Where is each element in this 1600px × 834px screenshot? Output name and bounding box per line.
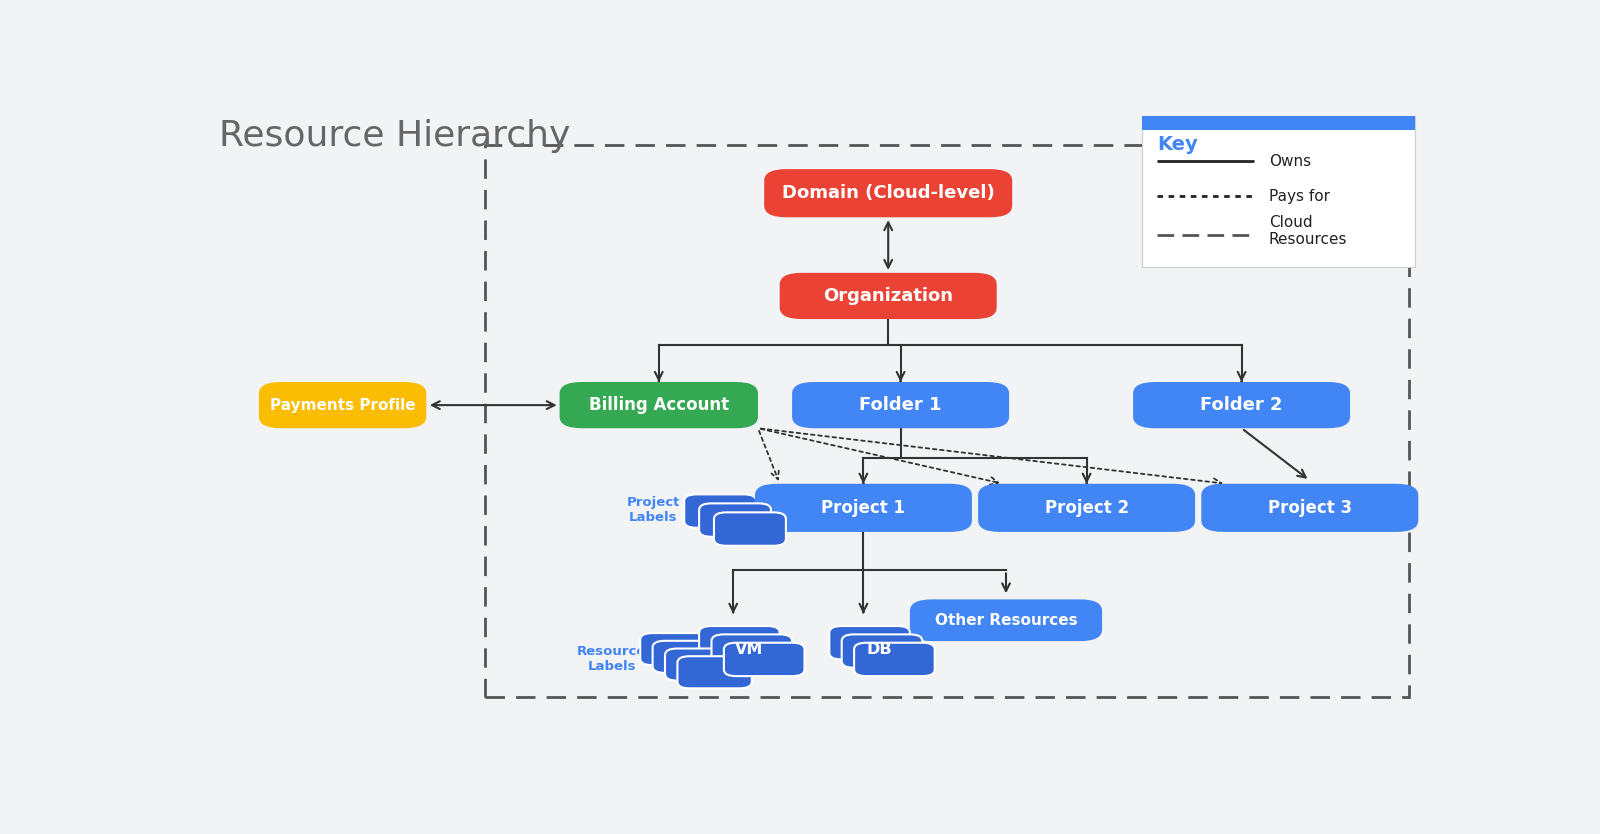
- FancyBboxPatch shape: [699, 504, 771, 537]
- Text: VM: VM: [734, 641, 763, 656]
- FancyBboxPatch shape: [677, 656, 752, 688]
- Bar: [1142, 116, 1416, 130]
- FancyBboxPatch shape: [854, 643, 934, 676]
- Text: Resource
Labels: Resource Labels: [578, 645, 646, 673]
- Text: Folder 2: Folder 2: [1200, 396, 1283, 414]
- Text: Other Resources: Other Resources: [934, 613, 1077, 628]
- Text: Owns: Owns: [1269, 153, 1310, 168]
- Text: Billing Account: Billing Account: [589, 396, 730, 414]
- FancyBboxPatch shape: [829, 626, 910, 660]
- FancyBboxPatch shape: [723, 643, 805, 676]
- FancyBboxPatch shape: [1202, 484, 1418, 532]
- Text: Organization: Organization: [824, 287, 954, 305]
- FancyBboxPatch shape: [910, 600, 1102, 641]
- Text: DB: DB: [867, 641, 893, 656]
- Text: Payments Profile: Payments Profile: [270, 398, 416, 413]
- Text: Project 2: Project 2: [1045, 499, 1128, 517]
- Text: Folder 1: Folder 1: [859, 396, 942, 414]
- Text: Pays for: Pays for: [1269, 189, 1330, 203]
- FancyBboxPatch shape: [259, 382, 426, 428]
- Text: Project 1: Project 1: [821, 499, 906, 517]
- FancyBboxPatch shape: [653, 641, 726, 673]
- Text: Project
Labels: Project Labels: [627, 495, 680, 524]
- FancyBboxPatch shape: [714, 512, 786, 545]
- FancyBboxPatch shape: [1133, 382, 1350, 428]
- FancyBboxPatch shape: [685, 495, 757, 528]
- FancyBboxPatch shape: [560, 382, 758, 428]
- FancyBboxPatch shape: [842, 635, 922, 668]
- FancyBboxPatch shape: [712, 635, 792, 668]
- FancyBboxPatch shape: [978, 484, 1195, 532]
- Text: Cloud
Resources: Cloud Resources: [1269, 215, 1347, 248]
- FancyBboxPatch shape: [699, 626, 779, 660]
- Text: Key: Key: [1157, 135, 1198, 154]
- FancyBboxPatch shape: [1142, 116, 1416, 267]
- Text: Resource Hierarchy: Resource Hierarchy: [219, 119, 570, 153]
- FancyBboxPatch shape: [779, 273, 997, 319]
- FancyBboxPatch shape: [666, 649, 739, 681]
- FancyBboxPatch shape: [640, 633, 715, 666]
- Text: Project 3: Project 3: [1267, 499, 1352, 517]
- Text: Domain (Cloud-level): Domain (Cloud-level): [782, 184, 995, 202]
- FancyBboxPatch shape: [792, 382, 1010, 428]
- FancyBboxPatch shape: [755, 484, 971, 532]
- FancyBboxPatch shape: [765, 169, 1013, 218]
